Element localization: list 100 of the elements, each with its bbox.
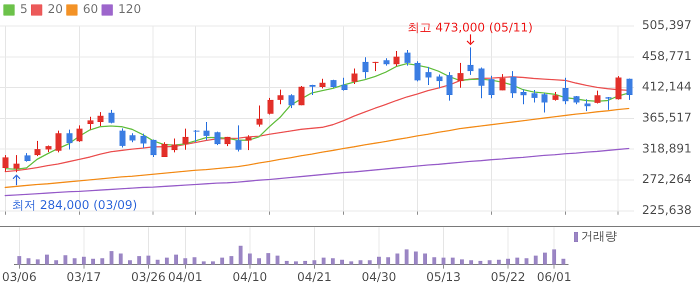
bar <box>496 260 501 265</box>
bar <box>515 258 520 265</box>
bar <box>423 254 427 265</box>
bar <box>128 260 132 265</box>
candlestick <box>342 77 348 92</box>
bar <box>174 254 178 265</box>
candlestick <box>2 154 8 172</box>
candlestick <box>150 139 156 158</box>
candlestick <box>426 66 432 86</box>
candlestick <box>66 129 72 150</box>
candlestick <box>488 75 494 99</box>
bar <box>506 258 510 265</box>
x-tick-label: 03/26 <box>131 270 166 284</box>
bar <box>238 246 243 265</box>
candlestick <box>120 128 126 148</box>
bar <box>358 260 362 265</box>
candlestick <box>458 62 464 88</box>
x-tick-label: 05/22 <box>490 270 526 284</box>
bar <box>524 258 528 265</box>
candlestick <box>204 122 210 141</box>
bar <box>192 257 196 265</box>
x-tick-label: 04/30 <box>362 270 396 284</box>
y-tick-label: 225,638 <box>642 202 692 217</box>
candlestick <box>256 105 262 128</box>
bar <box>543 252 547 265</box>
bar <box>110 251 114 265</box>
candlestick <box>468 46 474 76</box>
candlestick <box>140 133 146 149</box>
candlestick <box>214 131 220 146</box>
bar <box>377 256 381 265</box>
candlestick <box>404 50 410 66</box>
x-tick-label: 04/01 <box>168 270 203 284</box>
candlestick <box>34 140 40 157</box>
bar <box>312 260 316 265</box>
bar <box>183 258 188 265</box>
bar <box>294 261 298 265</box>
legend-label: 60 <box>82 2 98 16</box>
candlestick <box>542 92 548 113</box>
bar <box>146 256 150 265</box>
candlestick <box>510 70 516 98</box>
candlestick <box>532 90 538 104</box>
bar <box>552 249 556 265</box>
candlestick <box>394 50 400 67</box>
y-tick-label: 365,517 <box>642 110 692 125</box>
candlestick <box>14 154 20 173</box>
bar <box>26 258 30 265</box>
bar <box>229 256 234 265</box>
bar <box>54 260 58 265</box>
bar <box>478 260 482 265</box>
candlestick <box>172 138 178 153</box>
x-tick-label: 06/01 <box>536 270 572 284</box>
y-tick-label: 412,144 <box>642 80 692 94</box>
candlestick <box>298 86 304 106</box>
candlestick <box>76 124 82 142</box>
bar <box>100 258 104 265</box>
bar <box>220 258 224 265</box>
candlestick <box>108 109 114 124</box>
x-tick-label: 05/13 <box>426 270 461 284</box>
x-tick-label: 03/06 <box>2 270 37 284</box>
candlestick <box>616 76 622 100</box>
bar <box>82 256 86 265</box>
bar <box>534 256 538 265</box>
candlestick <box>246 134 252 151</box>
bar <box>164 258 169 265</box>
bar <box>561 258 566 265</box>
bar <box>266 253 270 265</box>
bar <box>395 254 400 265</box>
legend-label: 거래량 <box>581 229 617 244</box>
bar <box>63 255 68 265</box>
bar <box>414 251 418 265</box>
bar <box>276 256 280 265</box>
bar <box>330 258 335 265</box>
bar <box>303 260 308 265</box>
bar <box>469 260 474 265</box>
bar <box>156 260 160 265</box>
x-tick-label: 03/17 <box>66 270 102 284</box>
candlestick <box>56 130 62 153</box>
candlestick <box>352 68 358 85</box>
bar <box>211 261 215 265</box>
candlestick <box>320 78 326 89</box>
candlestick <box>194 129 200 143</box>
bar <box>248 254 252 265</box>
candlestick <box>162 142 168 158</box>
bar <box>91 258 96 265</box>
candlestick <box>98 112 104 127</box>
y-tick-label: 505,397 <box>642 18 692 32</box>
candlestick <box>626 78 632 100</box>
candlestick <box>414 60 420 82</box>
bar <box>72 258 77 265</box>
candlestick <box>520 88 526 105</box>
bar <box>340 260 344 265</box>
annotation: 최고 473,000 (05/11) <box>408 20 533 34</box>
x-tick-label: 04/10 <box>232 270 268 284</box>
annotation: 최저 284,000 (03/09) <box>12 198 138 212</box>
legend-label: 5 <box>20 2 28 16</box>
candlestick <box>436 74 442 89</box>
x-tick-label: 04/21 <box>297 270 332 284</box>
bar <box>404 249 409 265</box>
y-tick-label: 318,891 <box>642 141 692 156</box>
bar <box>45 254 49 265</box>
